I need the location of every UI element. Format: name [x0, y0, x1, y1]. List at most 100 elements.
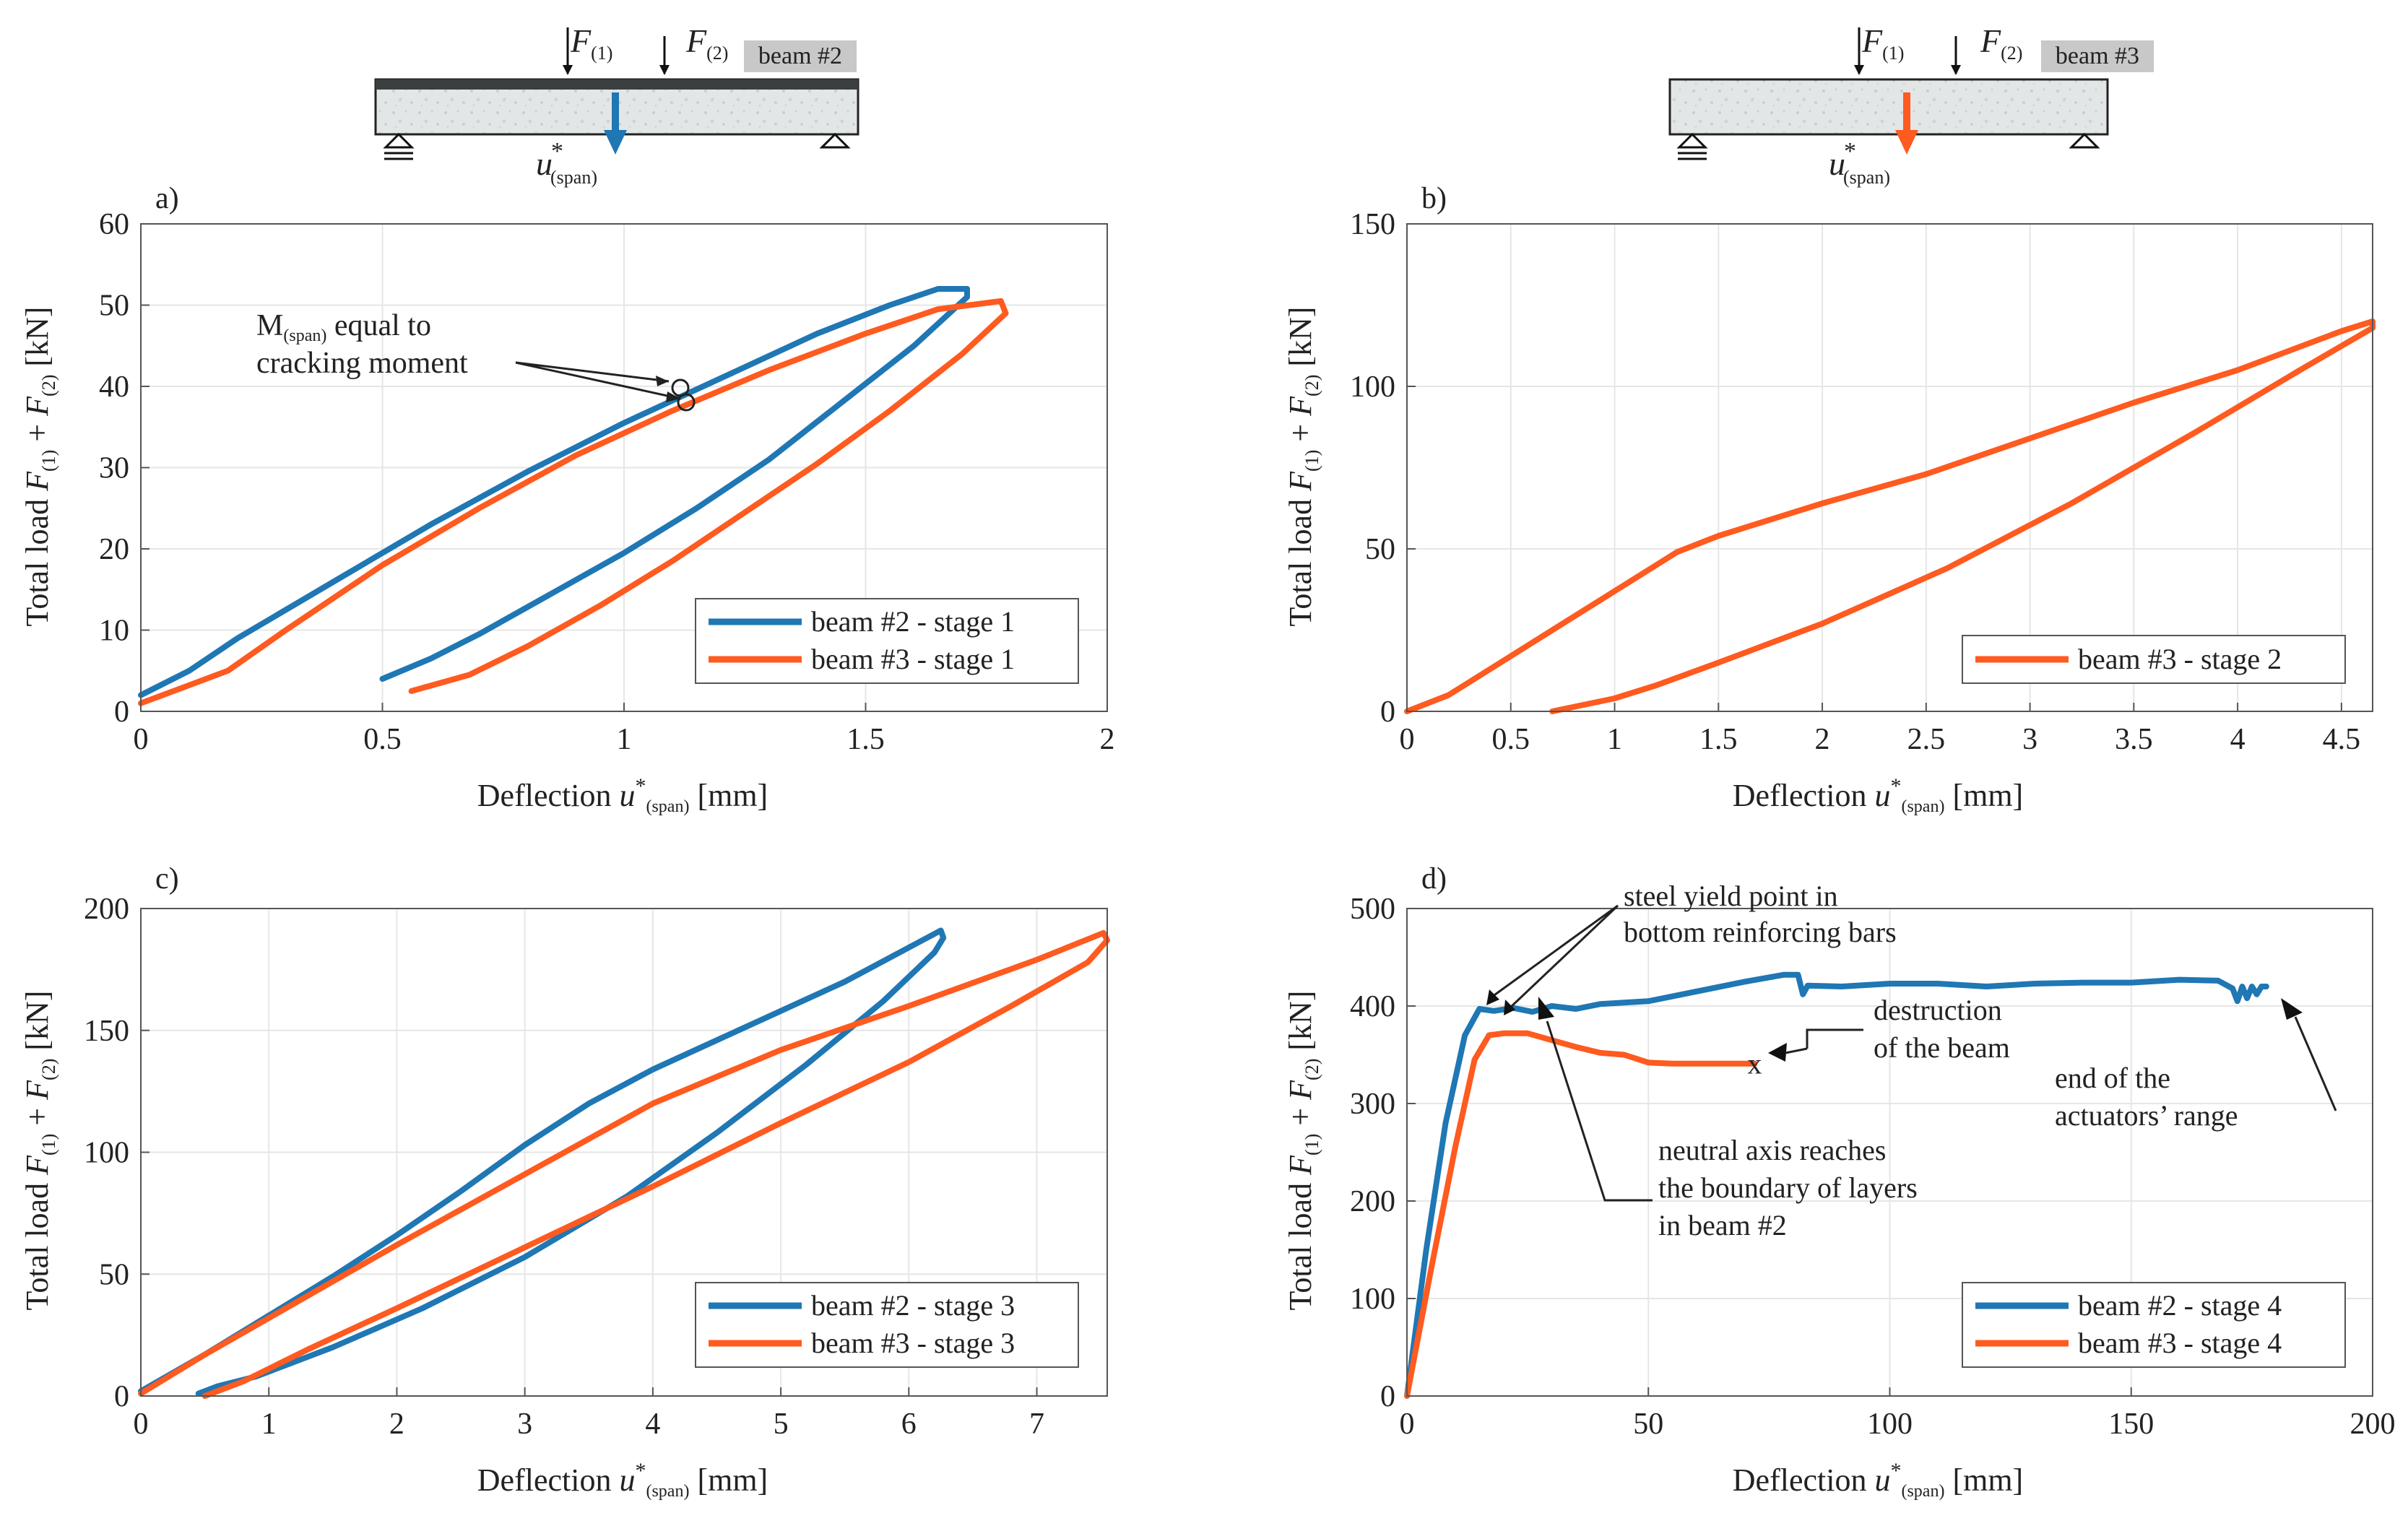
y-tick-label: 10: [99, 615, 129, 648]
panel-label: a): [155, 182, 179, 215]
y-tick-label: 0: [1380, 1380, 1395, 1413]
y-tick-label: 200: [1350, 1185, 1395, 1218]
deflection-arrow: [612, 92, 619, 133]
beam-top-layer: [376, 79, 858, 90]
svg-text:end of the: end of the: [2055, 1062, 2170, 1094]
series-line-1: [138, 286, 970, 698]
schematic-beam-2: F(1) F(2) beam #2 u* (span): [374, 22, 859, 188]
legend-entry: beam #3 - stage 3: [811, 1327, 1015, 1359]
y-tick-label: 0: [114, 1380, 129, 1413]
axes-frame: [1406, 223, 2373, 712]
legend-entry: beam #2 - stage 3: [811, 1289, 1015, 1322]
annotation-text-2: cracking moment: [256, 347, 468, 380]
x-tick-label: 1: [617, 723, 632, 756]
svg-text:bottom reinforcing bars: bottom reinforcing bars: [1624, 916, 1897, 948]
y-tick-label: 150: [84, 1015, 129, 1048]
legend-box: [1962, 635, 2346, 684]
x-tick-label: 2.5: [1907, 723, 1946, 756]
force-2-label: F(2): [685, 22, 728, 64]
x-tick-label: 2: [1815, 723, 1830, 756]
legend: beam #2 - stage 4 beam #3 - stage 4: [1962, 1282, 2346, 1368]
beam-tag-box: [2041, 40, 2154, 72]
x-tick-label: 3: [2022, 723, 2037, 756]
svg-text:in beam #2: in beam #2: [1658, 1209, 1787, 1241]
legend: beam #2 - stage 1 beam #3 - stage 1: [695, 598, 1079, 684]
x-axis-title: Deflection u*(span) [mm]: [1733, 774, 2023, 816]
x-tick-label: 2: [389, 1408, 404, 1441]
support-right: [819, 132, 851, 149]
legend-box: [695, 1282, 1079, 1368]
svg-text:the boundary of layers: the boundary of layers: [1658, 1171, 1918, 1204]
deflection-arrow: [1903, 92, 1910, 133]
series-line-2: [1404, 1030, 1758, 1399]
y-tick-label: 30: [99, 452, 129, 485]
schematic-beam-3: F(1) F(2) beam #3 u* (span): [1668, 22, 2154, 188]
annotation-actuators-range: end of the actuators’ range: [2055, 998, 2337, 1132]
x-tick-label: 1: [261, 1408, 277, 1441]
svg-text:destruction: destruction: [1874, 994, 2002, 1026]
svg-text:of the beam: of the beam: [1874, 1031, 2010, 1064]
y-axis-title: Total load F(1) + F(2) [kN]: [1283, 991, 1322, 1311]
annotation-cracking-moment: M(span) equal to cracking moment: [256, 309, 696, 412]
x-axis-title: Deflection u*(span) [mm]: [477, 1459, 768, 1501]
series-line-1: [1404, 318, 2375, 714]
y-tick-label: 40: [99, 370, 129, 404]
y-tick-label: 100: [1350, 1283, 1395, 1316]
x-tick-label: 6: [901, 1408, 917, 1441]
destruction-marker: x: [1747, 1048, 1762, 1080]
svg-text:steel yield point in: steel yield point in: [1624, 880, 1838, 912]
legend: beam #2 - stage 3 beam #3 - stage 3: [695, 1282, 1079, 1368]
legend-entry: beam #2 - stage 4: [2078, 1289, 2282, 1322]
x-tick-label: 100: [1867, 1408, 1913, 1441]
x-tick-label: 1.5: [846, 723, 885, 756]
force-1-label: F(1): [1861, 22, 1904, 64]
panel-label: b): [1421, 182, 1447, 215]
x-tick-label: 150: [2108, 1408, 2154, 1441]
beam-tag: beam #2: [758, 43, 842, 69]
force-2-label: F(2): [1980, 22, 2022, 64]
svg-text:actuators’ range: actuators’ range: [2055, 1099, 2238, 1132]
x-tick-label: 2: [1100, 723, 1115, 756]
plot-area: [1407, 224, 2373, 711]
x-tick-label: 3: [517, 1408, 532, 1441]
x-tick-label: 1: [1607, 723, 1622, 756]
beam-body: [1668, 78, 2109, 136]
y-tick-label: 0: [1380, 695, 1395, 729]
y-tick-label: 60: [99, 208, 129, 241]
svg-text:neutral axis reaches: neutral axis reaches: [1658, 1134, 1886, 1166]
y-axis-title: Total load F(1) + F(2) [kN]: [20, 307, 59, 627]
x-axis-title: Deflection u*(span) [mm]: [1733, 1459, 2023, 1501]
x-axis-title: Deflection u*(span) [mm]: [477, 774, 768, 816]
x-tick-label: 0.5: [1492, 723, 1530, 756]
x-tick-label: 0: [1400, 1408, 1415, 1441]
y-tick-label: 50: [1365, 533, 1395, 566]
legend-box: [695, 598, 1079, 684]
support-left: [383, 132, 415, 160]
axes-frame: [1406, 908, 2373, 1397]
panel-label: d): [1421, 862, 1447, 896]
x-tick-label: 3.5: [2115, 723, 2153, 756]
axes-frame: [140, 223, 1108, 712]
axes-frame: [140, 908, 1108, 1397]
y-tick-label: 50: [99, 1258, 129, 1291]
x-tick-label: 50: [1633, 1408, 1663, 1441]
x-tick-label: 7: [1029, 1408, 1044, 1441]
x-tick-label: 4.5: [2323, 723, 2361, 756]
chart-panel-d: d) 0 50 100 150 200 0 100 200 300 400 500 Deflecti…: [1283, 862, 2396, 1501]
y-tick-label: 50: [99, 290, 129, 323]
y-tick-label: 100: [1350, 370, 1395, 404]
y-tick-label: 100: [84, 1137, 129, 1170]
legend-entry: beam #2 - stage 1: [811, 605, 1015, 638]
y-tick-label: 400: [1350, 990, 1395, 1023]
series-line-2: [138, 298, 1009, 706]
y-tick-label: 150: [1350, 208, 1395, 241]
x-tick-label: 0: [134, 1408, 149, 1441]
y-tick-label: 200: [84, 893, 129, 926]
y-tick-label: 20: [99, 533, 129, 566]
x-tick-label: 0: [134, 723, 149, 756]
annotation-neutral-axis: neutral axis reaches the boundary of lay…: [1538, 997, 1918, 1241]
y-axis-title: Total load F(1) + F(2) [kN]: [1283, 307, 1322, 627]
x-tick-label: 4: [645, 1408, 660, 1441]
